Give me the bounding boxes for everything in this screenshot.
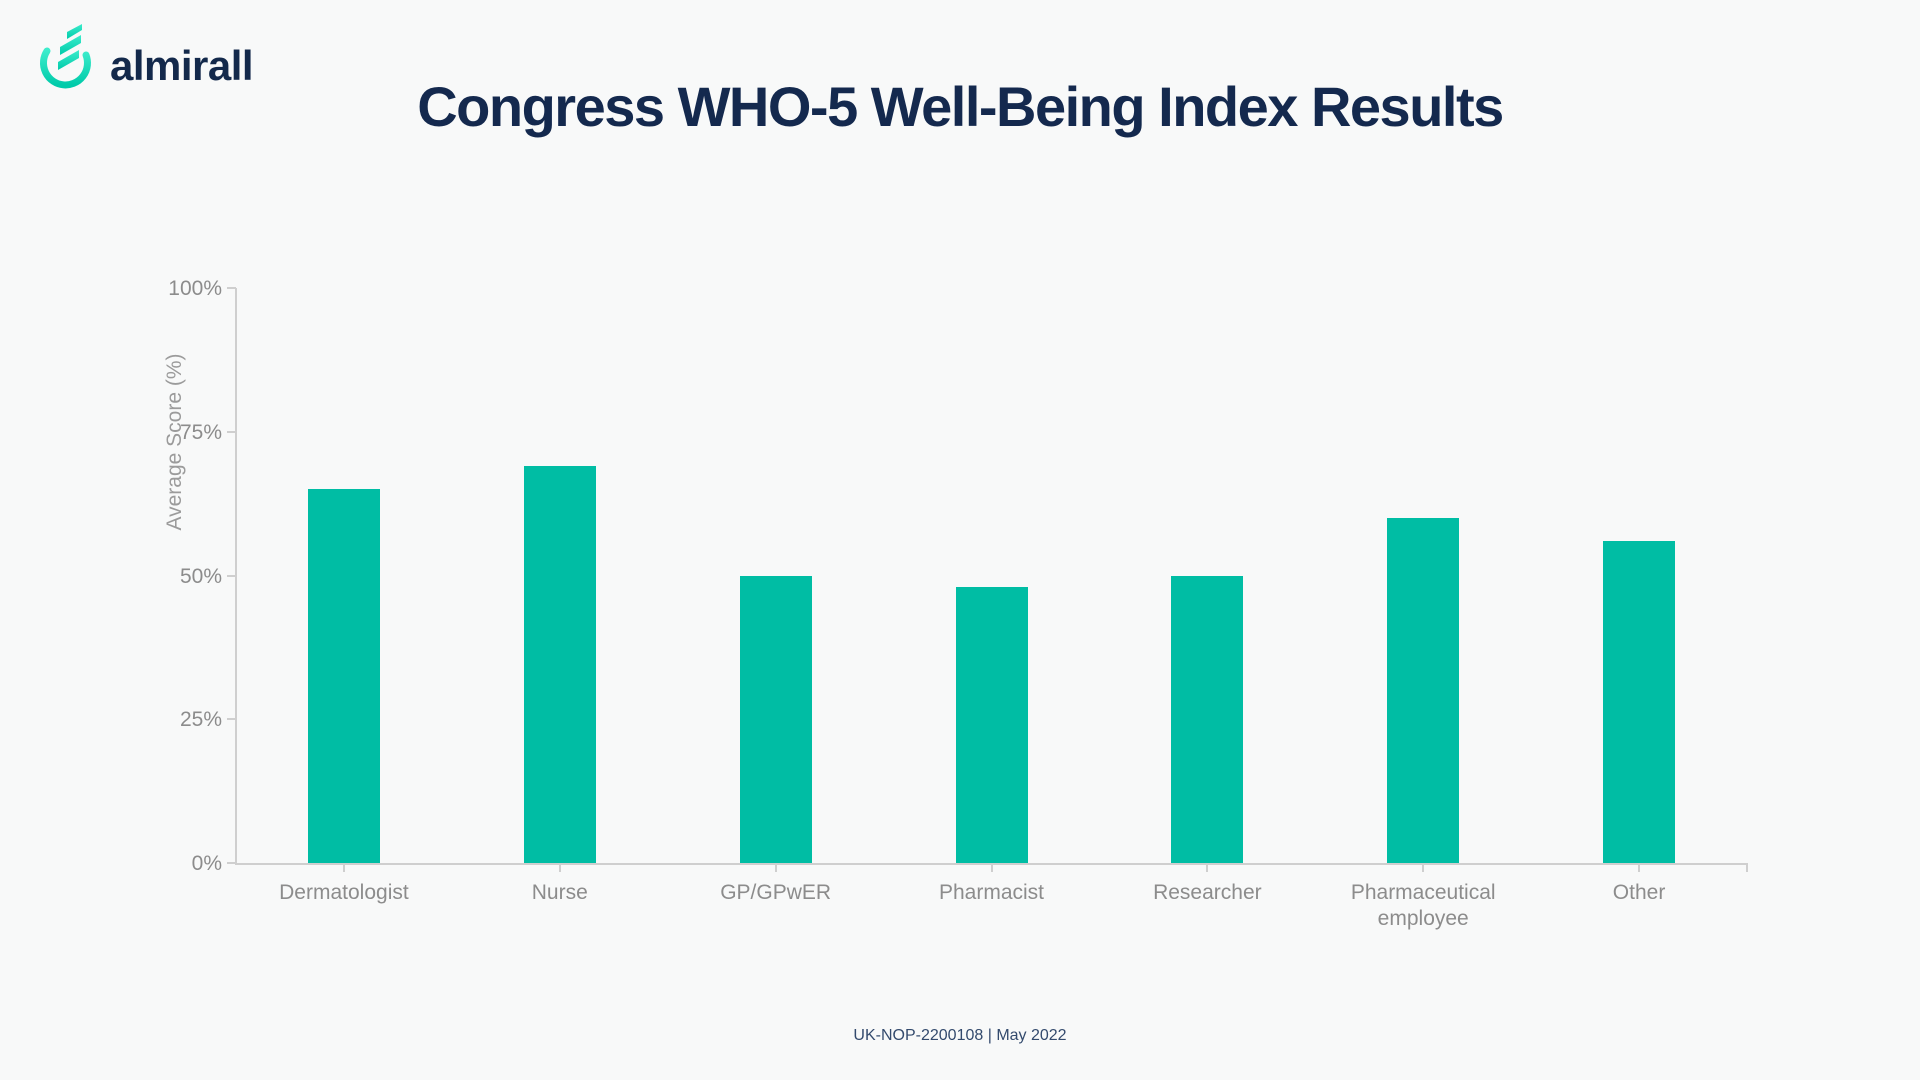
x-axis-end-tick bbox=[1746, 863, 1748, 872]
footer-reference: UK-NOP-2200108 | May 2022 bbox=[853, 1027, 1067, 1044]
x-axis-label: GP/GPwER bbox=[720, 881, 832, 904]
y-tick-label: 75% bbox=[179, 420, 222, 444]
y-tick bbox=[227, 574, 236, 577]
y-tick bbox=[227, 718, 236, 721]
x-tick bbox=[774, 863, 777, 872]
x-tick bbox=[558, 863, 561, 872]
x-tick bbox=[990, 863, 993, 872]
x-axis-label: Dermatologist bbox=[279, 881, 409, 904]
bar-gp-gpwer[interactable] bbox=[739, 575, 812, 863]
x-tick bbox=[1206, 863, 1209, 872]
x-tick bbox=[1422, 863, 1425, 872]
x-axis-label: Nurse bbox=[531, 881, 588, 904]
x-axis-label: Pharmaceutical employee bbox=[1350, 881, 1496, 930]
bar-pharmaceutical-employee[interactable] bbox=[1387, 518, 1460, 863]
x-tick bbox=[1638, 863, 1641, 872]
bar-nurse[interactable] bbox=[523, 466, 596, 863]
y-tick-label: 50% bbox=[179, 564, 222, 588]
almirall-icon bbox=[40, 24, 91, 89]
y-tick bbox=[227, 287, 236, 289]
bar-pharmacist[interactable] bbox=[955, 587, 1028, 863]
almirall-wordmark: almirall bbox=[110, 42, 254, 89]
y-tick-label: 25% bbox=[179, 708, 222, 732]
bar-dermatologist[interactable] bbox=[307, 489, 380, 863]
y-tick bbox=[227, 430, 236, 433]
almirall-logo: almirall bbox=[34, 24, 254, 94]
chart-title: Congress WHO-5 Well-Being Index Results bbox=[417, 75, 1504, 138]
y-tick-label: 0% bbox=[191, 852, 222, 875]
x-axis-label: Researcher bbox=[1153, 881, 1262, 904]
bar-researcher[interactable] bbox=[1171, 575, 1244, 863]
x-axis-label: Other bbox=[1612, 881, 1666, 904]
y-tick-label: 100% bbox=[168, 277, 222, 300]
bar-other[interactable] bbox=[1603, 541, 1676, 863]
y-tick bbox=[227, 862, 236, 864]
y-axis-line bbox=[235, 288, 237, 864]
x-axis-label: Pharmacist bbox=[938, 881, 1045, 904]
x-tick bbox=[342, 863, 345, 872]
